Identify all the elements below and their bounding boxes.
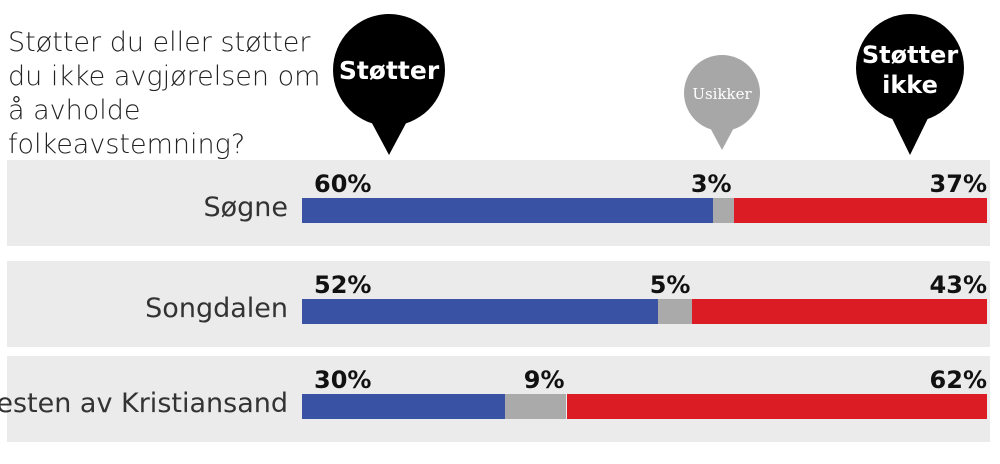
- bar-segment-against: [692, 299, 987, 324]
- data-label-unsure: 3%: [690, 170, 732, 198]
- data-label-unsure: 5%: [649, 271, 691, 299]
- data-label-against: 43%: [929, 271, 987, 299]
- data-label-unsure: 9%: [523, 366, 565, 394]
- against-bubble: Støtter ikke: [856, 14, 964, 155]
- bar-segment-support: [302, 394, 506, 419]
- bar-segment-unsure: [713, 198, 734, 223]
- bar-segment-support: [302, 198, 713, 223]
- data-label-support: 30%: [314, 366, 372, 394]
- category-label: Søgne: [203, 192, 288, 223]
- support-bubble-label: Støtter: [339, 56, 440, 85]
- unsure-bubble-label: Usikker: [692, 85, 752, 103]
- bar-segment-unsure: [505, 394, 567, 419]
- against-bubble-label-line1: Støtter: [862, 41, 958, 69]
- data-label-against: 37%: [929, 170, 987, 198]
- support-bubble: Støtter: [333, 14, 445, 155]
- bar-segment-against: [733, 198, 987, 223]
- unsure-bubble: Usikker: [684, 55, 760, 150]
- bar-segment-against: [566, 394, 987, 419]
- data-label-support: 60%: [314, 170, 372, 198]
- bar-segment-unsure: [658, 299, 693, 324]
- data-label-support: 52%: [314, 271, 372, 299]
- legend-bubbles: Støtter Usikker Støtter ikke: [333, 14, 964, 155]
- bar-segment-support: [302, 299, 659, 324]
- category-label: Resten av Kristiansand: [0, 388, 288, 419]
- against-bubble-label-line2: ikke: [882, 71, 938, 99]
- data-label-against: 62%: [929, 366, 987, 394]
- category-label: Songdalen: [145, 293, 288, 324]
- chart-question: Støtter du eller støtter du ikke avgjøre…: [8, 27, 321, 160]
